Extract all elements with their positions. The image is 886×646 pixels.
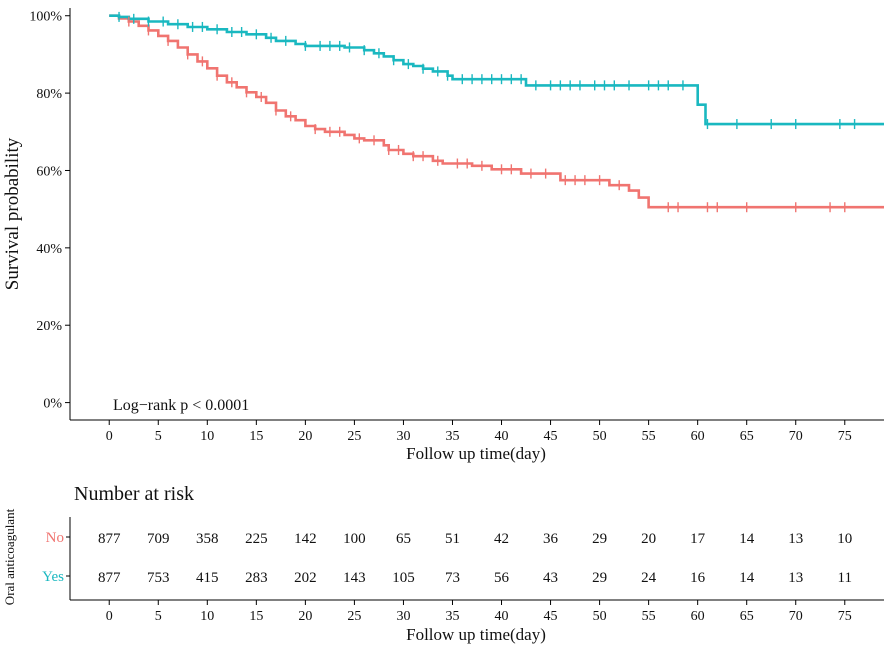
survival-curve-no	[109, 14, 884, 209]
x-tick-label: 50	[593, 429, 607, 444]
risk-x-tick-label: 65	[740, 609, 754, 624]
x-tick-label: 70	[789, 429, 803, 444]
risk-table-x-axis-title: Follow up time(day)	[406, 625, 546, 644]
risk-count-no: 358	[196, 531, 219, 547]
risk-count-no: 29	[592, 531, 607, 547]
x-tick-label: 65	[740, 429, 754, 444]
x-tick-label: 30	[396, 429, 410, 444]
risk-count-no: 100	[343, 531, 366, 547]
x-tick-label: 5	[155, 429, 162, 444]
risk-x-tick-label: 10	[200, 609, 214, 624]
x-tick-label: 10	[200, 429, 214, 444]
risk-row-label-yes: Yes	[42, 569, 64, 585]
risk-table-y-label: Oral anticoagulant	[2, 508, 17, 605]
risk-count-yes: 202	[294, 570, 317, 586]
risk-count-no: 14	[739, 531, 755, 547]
risk-count-no: 13	[788, 531, 803, 547]
risk-count-yes: 24	[641, 570, 657, 586]
x-tick-label: 60	[691, 429, 705, 444]
risk-x-tick-label: 35	[445, 609, 459, 624]
risk-count-yes: 13	[788, 570, 803, 586]
y-tick-label: 40%	[36, 242, 62, 257]
risk-count-no: 65	[396, 531, 411, 547]
risk-count-yes: 16	[690, 570, 706, 586]
survival-curve-yes	[109, 14, 884, 126]
y-tick-label: 60%	[36, 164, 62, 179]
risk-count-yes: 56	[494, 570, 510, 586]
x-tick-label: 25	[347, 429, 361, 444]
risk-count-no: 225	[245, 531, 268, 547]
y-tick-label: 20%	[36, 319, 62, 334]
risk-count-yes: 14	[739, 570, 755, 586]
risk-count-yes: 877	[98, 570, 121, 586]
risk-x-tick-label: 15	[249, 609, 263, 624]
risk-count-no: 42	[494, 531, 509, 547]
risk-table-title: Number at risk	[74, 483, 194, 505]
risk-x-tick-label: 40	[495, 609, 509, 624]
x-tick-label: 15	[249, 429, 263, 444]
y-axis-title: Survival probability	[2, 137, 23, 290]
risk-count-no: 51	[445, 531, 460, 547]
x-tick-label: 45	[544, 429, 558, 444]
risk-row-label-no: No	[46, 530, 64, 546]
x-tick-label: 55	[642, 429, 656, 444]
risk-count-yes: 105	[392, 570, 415, 586]
risk-x-tick-label: 55	[642, 609, 656, 624]
y-tick-label: 80%	[36, 87, 62, 102]
x-tick-label: 40	[495, 429, 509, 444]
risk-count-no: 20	[641, 531, 656, 547]
risk-x-tick-label: 5	[155, 609, 162, 624]
risk-x-tick-label: 75	[838, 609, 852, 624]
risk-count-yes: 11	[838, 570, 852, 586]
risk-x-tick-label: 0	[106, 609, 113, 624]
risk-count-no: 10	[837, 531, 852, 547]
risk-count-yes: 415	[196, 570, 219, 586]
risk-x-tick-label: 25	[347, 609, 361, 624]
x-tick-label: 35	[445, 429, 459, 444]
risk-x-tick-label: 60	[691, 609, 705, 624]
x-tick-label: 0	[106, 429, 113, 444]
risk-count-no: 877	[98, 531, 121, 547]
x-axis-title: Follow up time(day)	[406, 444, 546, 463]
risk-count-yes: 43	[543, 570, 558, 586]
risk-count-yes: 73	[445, 570, 460, 586]
risk-x-tick-label: 45	[544, 609, 558, 624]
risk-x-tick-label: 30	[396, 609, 410, 624]
risk-count-no: 17	[690, 531, 706, 547]
risk-count-yes: 143	[343, 570, 366, 586]
risk-x-tick-label: 70	[789, 609, 803, 624]
risk-count-yes: 753	[147, 570, 170, 586]
y-tick-label: 0%	[43, 397, 62, 412]
risk-count-no: 709	[147, 531, 170, 547]
risk-x-tick-label: 20	[298, 609, 312, 624]
risk-count-yes: 29	[592, 570, 607, 586]
logrank-annotation: Log−rank p < 0.0001	[113, 397, 249, 414]
risk-count-no: 142	[294, 531, 317, 547]
risk-count-yes: 283	[245, 570, 268, 586]
y-tick-label: 100%	[29, 10, 62, 25]
risk-x-tick-label: 50	[593, 609, 607, 624]
risk-count-no: 36	[543, 531, 559, 547]
x-tick-label: 75	[838, 429, 852, 444]
x-tick-label: 20	[298, 429, 312, 444]
